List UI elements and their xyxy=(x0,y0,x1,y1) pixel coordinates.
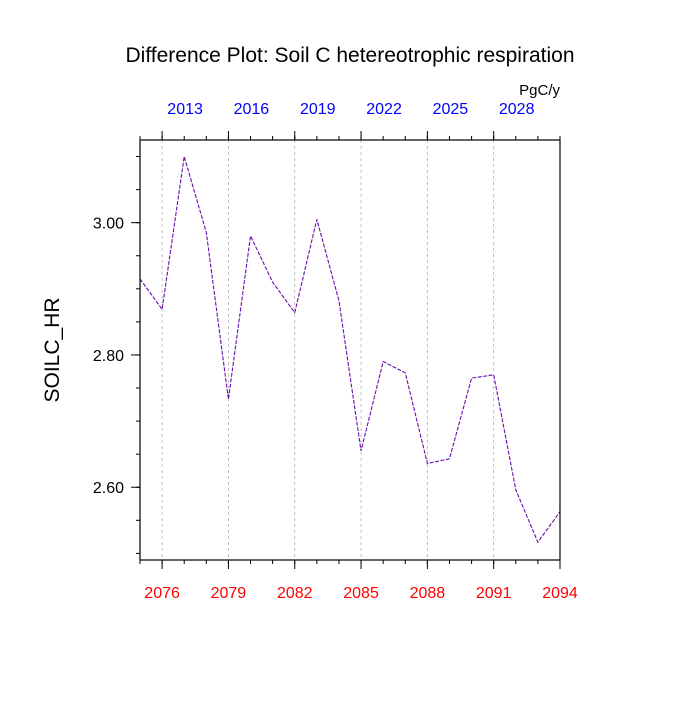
y-tick-label: 2.60 xyxy=(93,480,124,497)
y-tick-label: 2.80 xyxy=(93,348,124,365)
x-bottom-tick-label: 2076 xyxy=(144,585,180,602)
y-axis-label: SOILC_HR xyxy=(41,297,64,402)
x-bottom-tick-label: 2082 xyxy=(277,585,313,602)
axes: 2076 2079 2082 2085 2088 2091 2094 2013 2016 2019… xyxy=(93,101,578,602)
x-bottom-tick-label: 2088 xyxy=(410,585,446,602)
x-top-tick-label: 2019 xyxy=(300,101,336,118)
units-label: PgC/y xyxy=(519,82,560,99)
x-top-tick-label: 2025 xyxy=(433,101,469,118)
x-top-tick-label: 2013 xyxy=(167,101,203,118)
x-bottom-tick-label: 2085 xyxy=(343,585,379,602)
series-layer xyxy=(139,156,561,544)
x-bottom-tick-label: 2079 xyxy=(211,585,247,602)
x-top-tick-label: 2028 xyxy=(499,101,535,118)
y-tick-label: 3.00 xyxy=(93,216,124,233)
x-bottom-tick-label: 2094 xyxy=(542,585,578,602)
x-top-tick-label: 2022 xyxy=(366,101,402,118)
chart-title: Difference Plot: Soil C hetereotrophic r… xyxy=(125,44,574,67)
x-top-tick-label: 2016 xyxy=(234,101,270,118)
x-bottom-tick-label: 2091 xyxy=(476,585,512,602)
gridlines xyxy=(161,140,495,560)
series-line xyxy=(139,156,561,544)
plot-frame xyxy=(139,139,561,561)
